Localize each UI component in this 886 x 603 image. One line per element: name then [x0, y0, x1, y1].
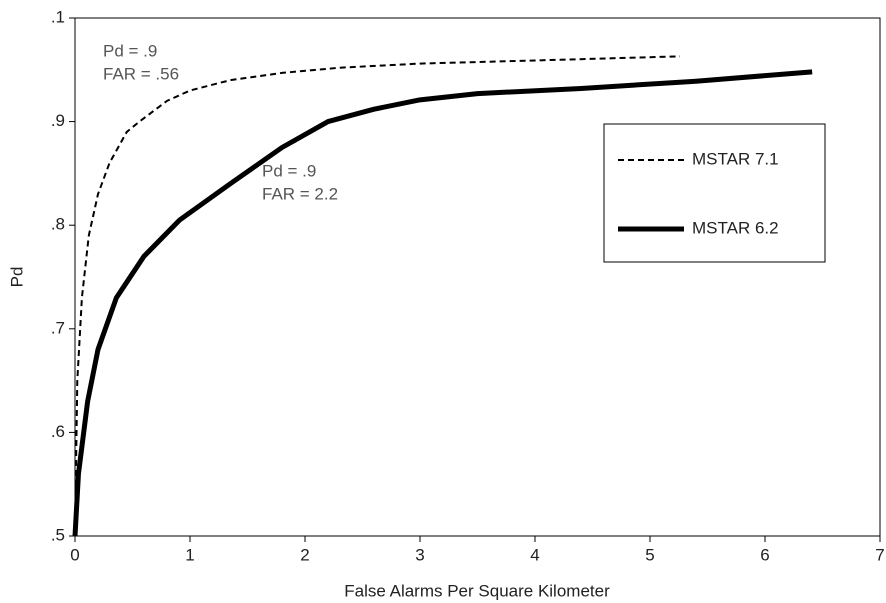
legend-label: MSTAR 7.1 [692, 149, 779, 168]
x-tick-label: 5 [645, 545, 654, 564]
plot-frame [74, 17, 881, 537]
x-tick-label: 4 [530, 545, 539, 564]
series-line [74, 55, 680, 537]
annotation: Pd = .9 [103, 41, 157, 60]
x-tick-label: 7 [875, 545, 884, 564]
y-tick-label: .5 [51, 525, 65, 544]
y-axis-label: Pd [7, 267, 26, 288]
legend-box [603, 123, 826, 263]
series-line [72, 69, 813, 537]
x-tick-label: 6 [760, 545, 769, 564]
y-tick-label: .6 [51, 422, 65, 441]
x-axis-label: False Alarms Per Square Kilometer [344, 581, 610, 600]
y-tick-label: .9 [51, 111, 65, 130]
y-tick-label: .1 [51, 7, 65, 26]
annotation: FAR = .56 [103, 64, 179, 83]
x-tick-label: 1 [185, 545, 194, 564]
y-tick-label: .7 [51, 318, 65, 337]
x-tick-label: 3 [415, 545, 424, 564]
x-tick-label: 2 [300, 545, 309, 564]
y-tick-label: .8 [51, 215, 65, 234]
legend-label: MSTAR 6.2 [692, 218, 779, 237]
annotation: FAR = 2.2 [262, 184, 338, 203]
annotation: Pd = .9 [262, 161, 316, 180]
x-tick-label: 0 [70, 545, 79, 564]
